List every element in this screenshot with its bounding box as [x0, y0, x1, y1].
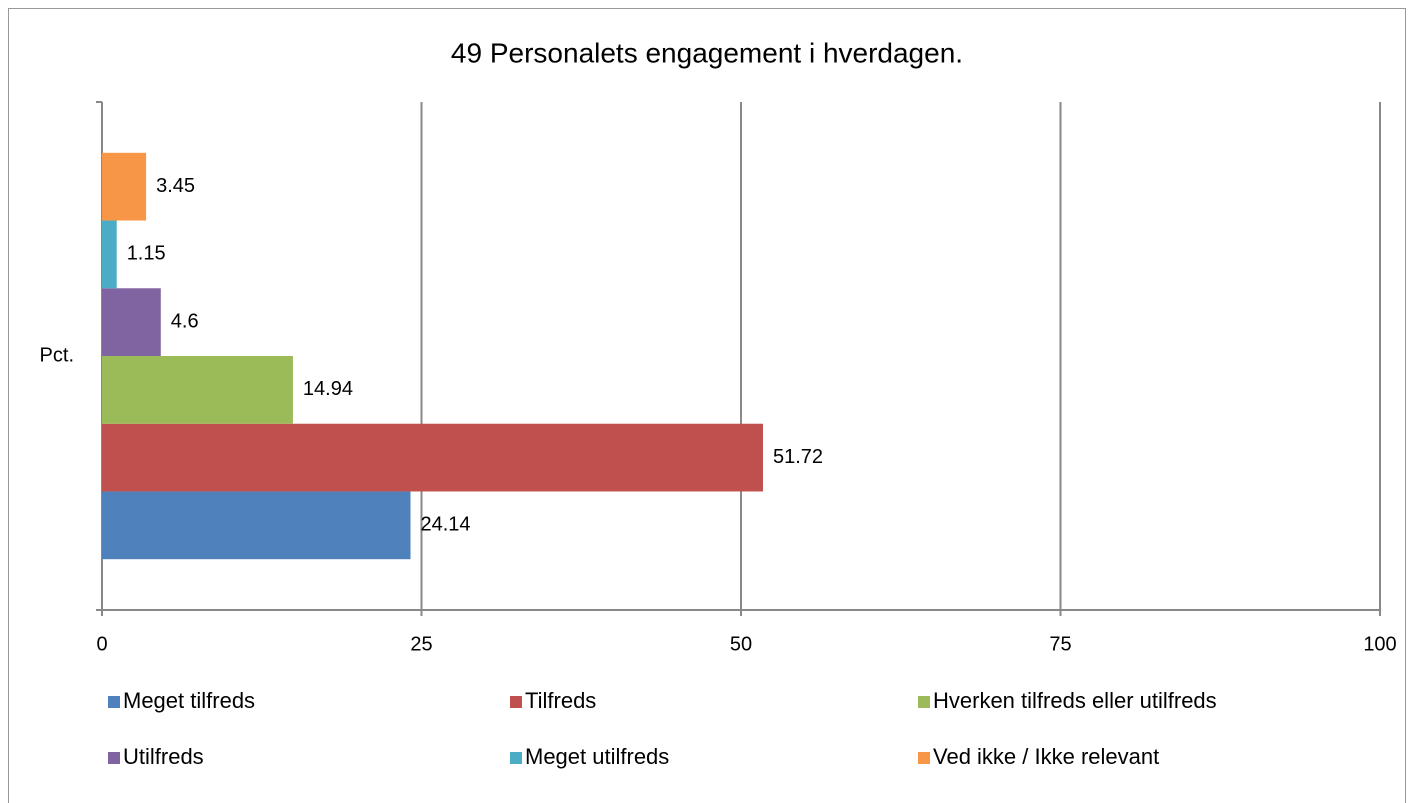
legend-swatch	[918, 752, 930, 764]
legend-swatch	[510, 696, 522, 708]
bar	[102, 152, 147, 221]
legend-label: Hverken tilfreds eller utilfreds	[933, 688, 1217, 713]
legend-label: Utilfreds	[123, 744, 204, 769]
y-tick-label: Pct.	[40, 344, 74, 366]
value-label: 4.6	[171, 310, 199, 332]
value-label: 14.94	[303, 378, 353, 400]
value-label: 24.14	[421, 514, 471, 536]
x-tick-label: 0	[96, 633, 107, 655]
legend-swatch	[510, 752, 522, 764]
x-tick-label: 75	[1049, 633, 1071, 655]
value-label: 51.72	[773, 446, 823, 468]
bar	[102, 288, 161, 356]
legend-swatch	[108, 696, 120, 708]
bar	[102, 220, 117, 289]
legend-label: Meget utilfreds	[525, 744, 669, 769]
legend-label: Meget tilfreds	[123, 688, 255, 713]
legend-label: Ved ikke / Ikke relevant	[933, 744, 1159, 769]
x-tick-label: 25	[410, 633, 432, 655]
legend-label: Tilfreds	[525, 688, 596, 713]
legend-swatch	[918, 696, 930, 708]
bar	[102, 356, 293, 424]
legend-swatch	[108, 752, 120, 764]
value-label: 1.15	[127, 243, 166, 265]
bar	[102, 491, 411, 560]
x-tick-label: 100	[1363, 633, 1396, 655]
chart-title: 49 Personalets engagement i hverdagen.	[451, 37, 963, 68]
bar	[102, 423, 763, 492]
x-tick-label: 50	[730, 633, 752, 655]
value-label: 3.45	[156, 175, 195, 197]
